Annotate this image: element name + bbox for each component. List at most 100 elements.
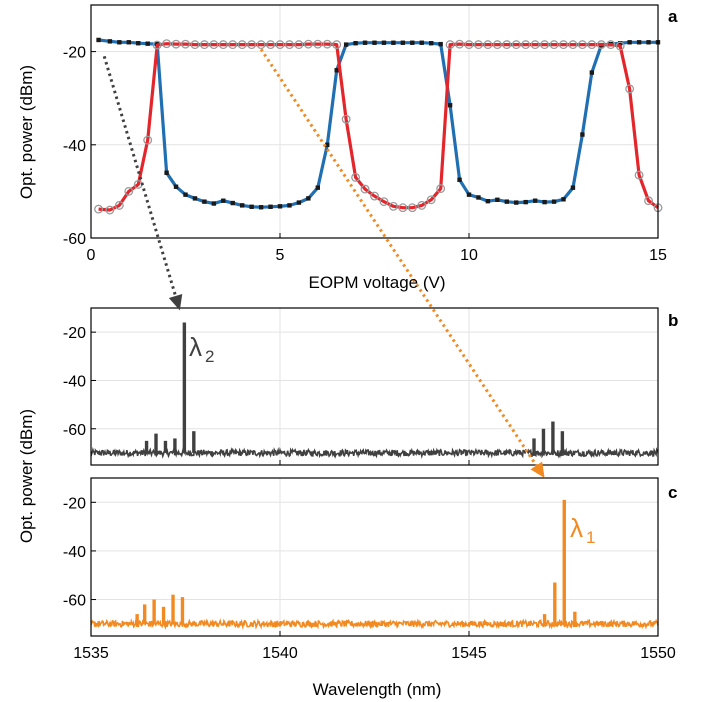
data-point-circle: [417, 200, 427, 210]
data-point-circle: [502, 40, 512, 50]
data-point-circle: [105, 205, 115, 215]
data-point-square: [466, 192, 472, 197]
data-point-circle: [294, 40, 304, 50]
data-point-square: [429, 41, 434, 46]
y-tick-label: -20: [63, 325, 86, 342]
data-point-square: [296, 200, 302, 205]
y-axis-label-shared: Opt. power (dBm): [17, 409, 36, 543]
data-point-circle: [634, 170, 644, 180]
data-point-square: [277, 204, 283, 209]
data-point-circle: [322, 39, 332, 49]
frame-layer: [90, 4, 659, 637]
data-point-square: [495, 197, 500, 202]
data-point-square: [136, 41, 141, 46]
data-point-square: [542, 199, 547, 205]
data-point-square: [381, 40, 387, 45]
data-point-circle: [256, 40, 266, 50]
x-tick-label: 1535: [73, 645, 109, 662]
data-point-circle: [445, 40, 455, 50]
panel-label-b: b: [668, 311, 678, 330]
plot-frame: [90, 4, 659, 239]
lambda2-subscript: 2: [205, 347, 214, 366]
data-point-circle: [303, 39, 313, 49]
data-point-circle: [351, 172, 361, 182]
spectrum-noise-floor: [90, 618, 659, 631]
series-line-blue: [98, 38, 658, 209]
y-tick-label: -40: [63, 373, 86, 390]
data-point-square: [230, 200, 235, 206]
x-tick-label: 15: [649, 247, 667, 264]
data-point-square: [646, 40, 651, 45]
lambda1-label: λ: [570, 513, 583, 543]
data-point-circle: [625, 84, 635, 94]
data-point-square: [391, 40, 396, 45]
data-point-circle: [398, 203, 408, 213]
data-point-circle: [199, 40, 209, 50]
y-tick-label: -60: [63, 593, 86, 610]
x-tick-label: 5: [276, 247, 285, 264]
data-point-circle: [143, 135, 153, 145]
data-point-circle: [644, 196, 653, 206]
data-point-circle: [266, 40, 275, 50]
data-point-square: [580, 132, 585, 137]
data-point-square: [315, 185, 320, 190]
panel-label-a: a: [668, 7, 678, 26]
data-point-square: [523, 199, 528, 205]
data-point-square: [211, 201, 217, 206]
arrow-layer: [102, 48, 545, 478]
data-point-circle: [483, 40, 493, 50]
data-point-square: [192, 196, 198, 201]
y-tick-label: -40: [63, 138, 86, 155]
lambda2-annotation: λ 2: [189, 332, 214, 366]
data-point-circle: [455, 39, 464, 49]
data-point-square: [126, 40, 131, 45]
data-point-circle: [511, 40, 521, 50]
data-point-circle: [247, 40, 257, 50]
data-point-square: [221, 198, 226, 203]
data-point-circle: [606, 40, 616, 50]
data-point-square: [343, 42, 349, 47]
data-point-square: [627, 40, 632, 45]
y-tick-label: -20: [63, 495, 86, 512]
plot-frame: [90, 477, 659, 637]
data-point-circle: [181, 39, 190, 49]
data-point-square: [372, 40, 377, 45]
data-point-circle: [426, 195, 436, 205]
data-point-square: [551, 199, 557, 204]
data-point-square: [268, 204, 273, 209]
data-point-circle: [341, 114, 351, 124]
data-point-circle: [209, 40, 219, 50]
x-tick-label: 10: [460, 247, 478, 264]
data-point-circle: [530, 40, 540, 50]
data-point-circle: [152, 40, 162, 50]
data-point-circle: [228, 40, 238, 50]
x-tick-label: 1550: [640, 645, 676, 662]
data-point-circle: [190, 40, 200, 50]
data-point-circle: [237, 40, 247, 50]
data-point-circle: [388, 201, 398, 211]
arrow-head: [168, 294, 183, 311]
data-point-square: [476, 195, 481, 200]
data-point-circle: [521, 40, 531, 50]
data-point-square: [287, 203, 292, 208]
data-point-square: [561, 197, 566, 202]
data-point-square: [240, 203, 245, 208]
data-point-square: [334, 68, 339, 73]
data-point-square: [306, 196, 311, 201]
data-point-circle: [596, 40, 606, 50]
data-point-circle: [360, 184, 370, 194]
data-point-circle: [549, 40, 559, 50]
data-point-square: [532, 198, 538, 203]
x-tick-label: 0: [87, 247, 96, 264]
data-point-square: [145, 41, 150, 46]
plot-layer: [90, 37, 663, 631]
data-point-circle: [615, 41, 625, 51]
data-point-circle: [94, 204, 104, 214]
data-point-square: [325, 142, 330, 147]
panel-label-c: c: [668, 483, 677, 502]
data-point-circle: [464, 40, 474, 50]
lambda1-annotation: λ 1: [570, 513, 595, 547]
data-point-square: [183, 192, 188, 197]
y-axis-label-a: Opt. power (dBm): [17, 65, 36, 199]
dotted-arrow-line: [102, 55, 177, 297]
